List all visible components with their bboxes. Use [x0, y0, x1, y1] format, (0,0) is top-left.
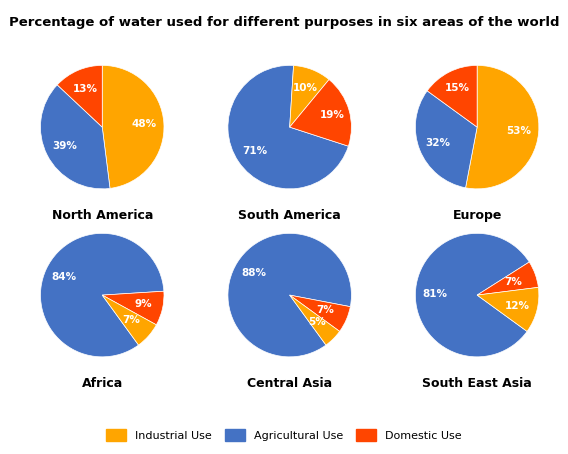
Text: 9%: 9% [135, 299, 152, 309]
Wedge shape [57, 65, 102, 127]
Text: 88%: 88% [242, 267, 267, 277]
Wedge shape [228, 65, 348, 189]
Wedge shape [228, 233, 352, 357]
Text: 7%: 7% [316, 305, 334, 316]
Title: South East Asia: South East Asia [422, 377, 532, 390]
Text: 12%: 12% [506, 301, 531, 311]
Wedge shape [102, 291, 164, 325]
Wedge shape [415, 233, 529, 357]
Text: 48%: 48% [132, 119, 157, 129]
Text: 81%: 81% [423, 289, 448, 299]
Wedge shape [477, 262, 538, 295]
Wedge shape [102, 65, 164, 188]
Wedge shape [290, 79, 352, 146]
Title: Africa: Africa [82, 377, 123, 390]
Wedge shape [427, 65, 477, 127]
Text: 32%: 32% [425, 138, 450, 148]
Wedge shape [290, 295, 350, 331]
Text: Percentage of water used for different purposes in six areas of the world: Percentage of water used for different p… [9, 16, 559, 29]
Legend: Industrial Use, Agricultural Use, Domestic Use: Industrial Use, Agricultural Use, Domest… [101, 424, 467, 446]
Text: 39%: 39% [52, 141, 77, 151]
Title: North America: North America [52, 209, 153, 222]
Wedge shape [290, 295, 340, 345]
Title: Europe: Europe [453, 209, 502, 222]
Wedge shape [40, 85, 110, 189]
Wedge shape [290, 65, 329, 127]
Text: 10%: 10% [293, 83, 318, 93]
Wedge shape [102, 295, 156, 345]
Wedge shape [415, 91, 477, 188]
Wedge shape [466, 65, 539, 189]
Text: 7%: 7% [122, 316, 140, 326]
Wedge shape [40, 233, 164, 357]
Text: 5%: 5% [308, 317, 325, 327]
Text: 53%: 53% [507, 126, 532, 136]
Text: 15%: 15% [444, 83, 469, 93]
Wedge shape [477, 287, 539, 331]
Text: 19%: 19% [320, 110, 345, 120]
Title: South America: South America [239, 209, 341, 222]
Text: 71%: 71% [243, 146, 268, 156]
Text: 84%: 84% [52, 272, 77, 282]
Title: Central Asia: Central Asia [247, 377, 332, 390]
Text: 7%: 7% [504, 277, 522, 287]
Text: 13%: 13% [73, 84, 98, 94]
